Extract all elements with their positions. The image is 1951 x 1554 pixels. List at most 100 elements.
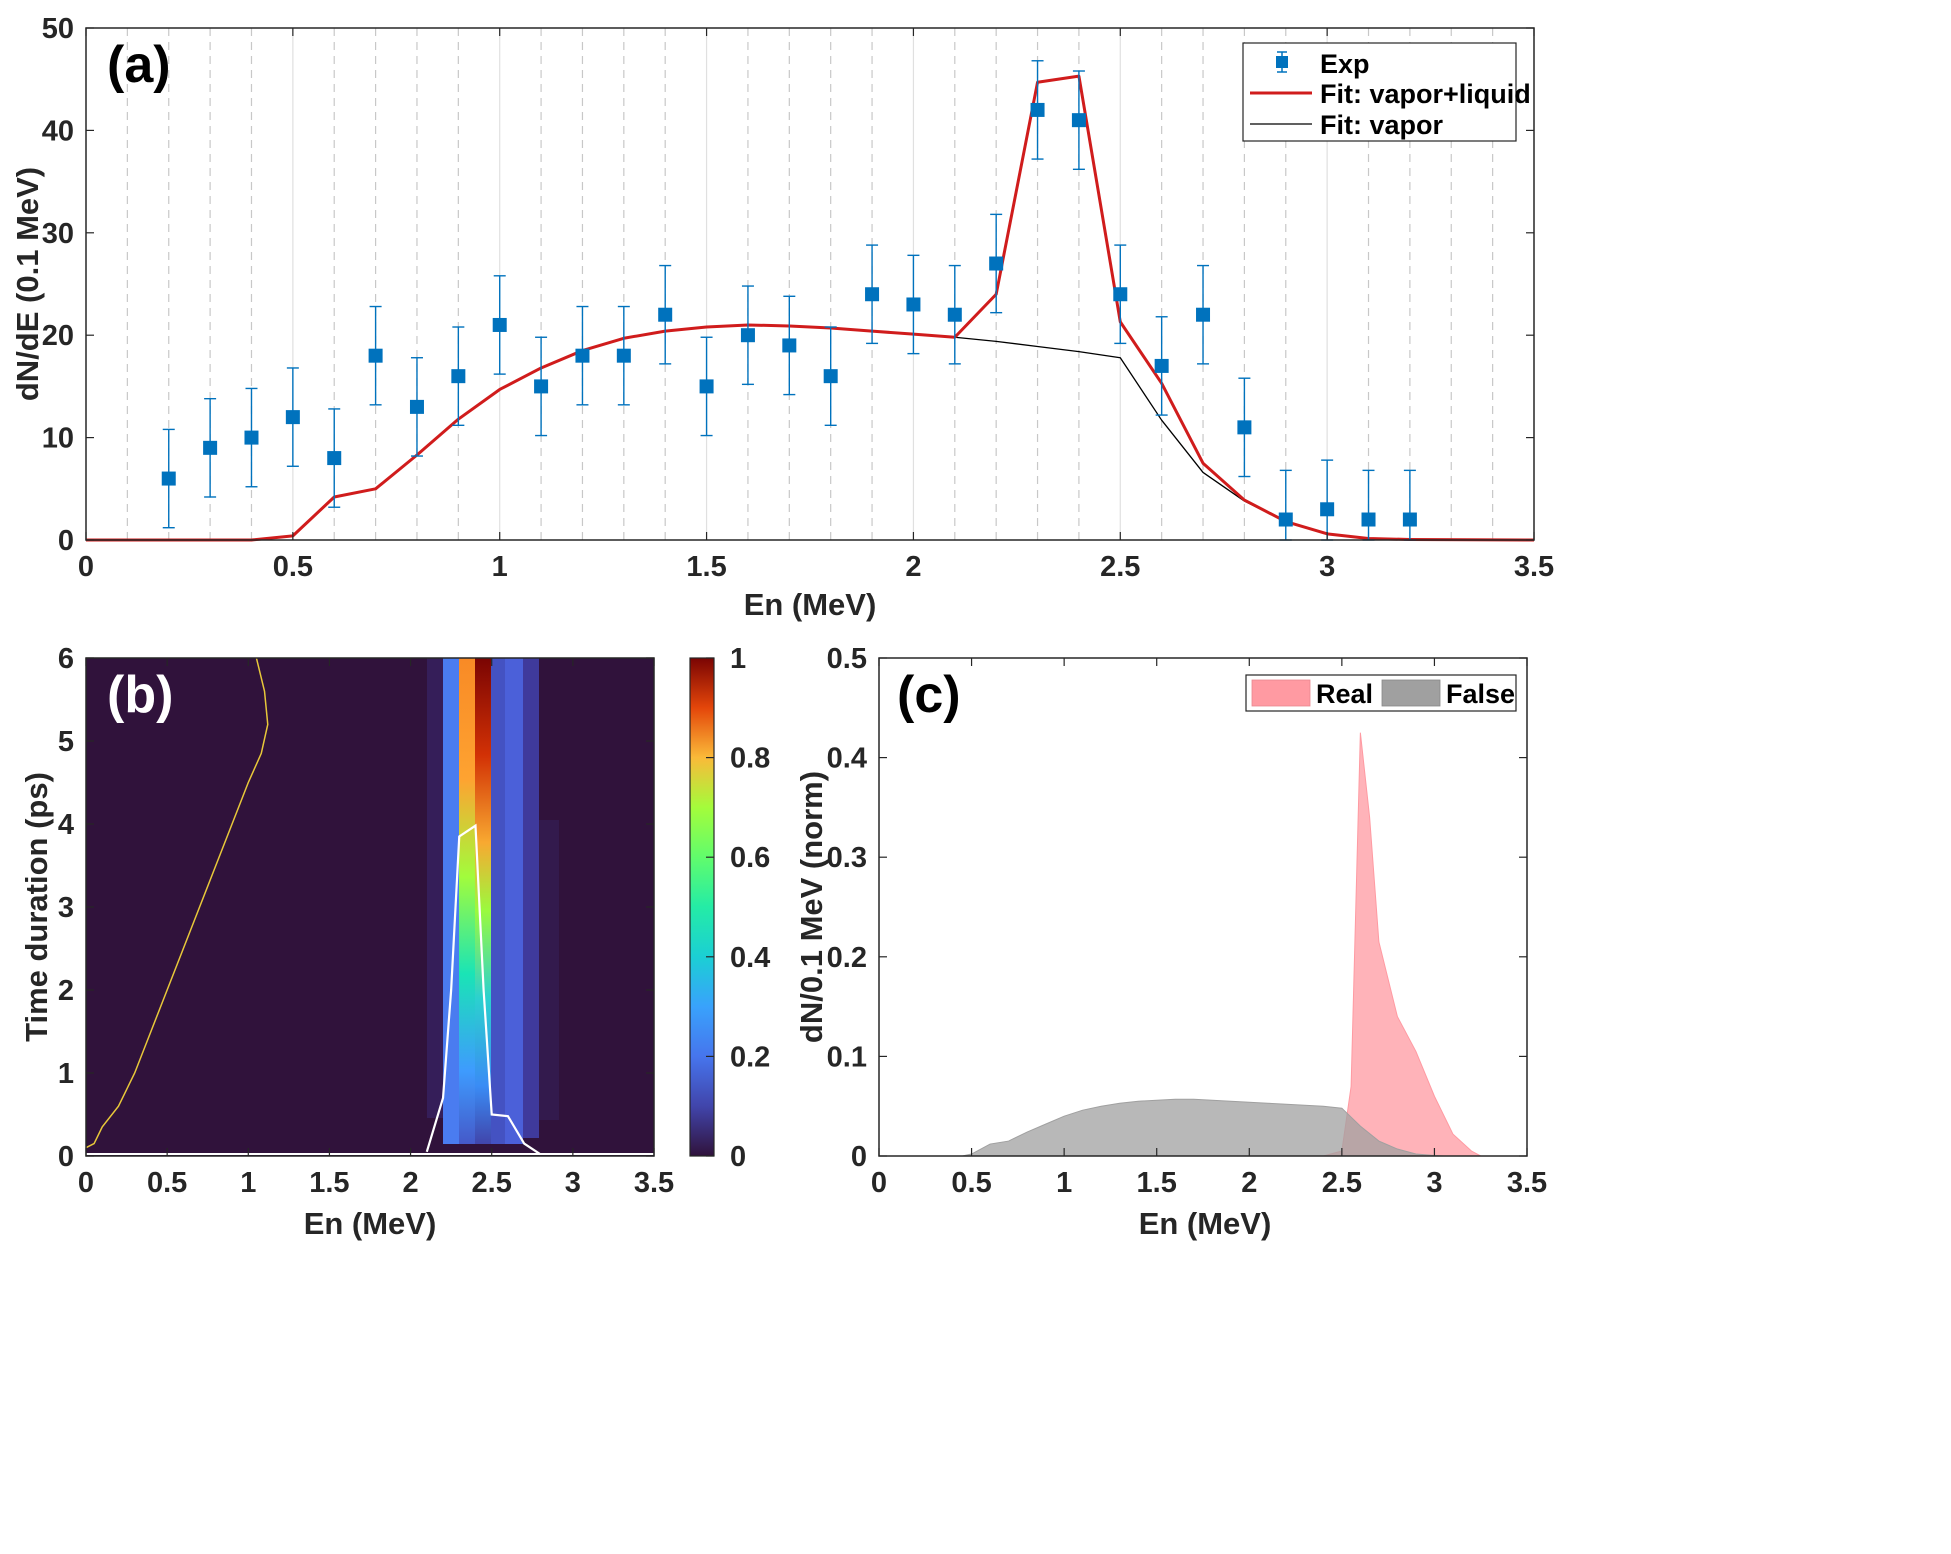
exp-point (575, 305, 590, 406)
exp-point (492, 275, 507, 375)
exp-point (1361, 469, 1376, 541)
y-tick-label: 20 (42, 320, 74, 352)
exp-marker (285, 410, 300, 425)
fit-vapor-line (86, 324, 1535, 541)
panel-b-ticks: 0 0.5 1 1.5 2 2.5 3 3.5 0 1 2 3 4 5 6 (58, 643, 674, 1199)
exp-marker (1030, 102, 1045, 117)
heatmap-column-2.8 (539, 820, 559, 1120)
exp-marker (203, 440, 218, 455)
x-tick-label: 3.5 (1514, 551, 1554, 583)
exp-point (1237, 377, 1252, 478)
exp-point (1402, 469, 1417, 541)
panel-c-ylabel: dN/0.1 MeV (norm) (794, 771, 829, 1043)
x-tick-label: 0.5 (147, 1167, 187, 1199)
x-tick-label: 2 (1241, 1167, 1257, 1199)
exp-point (989, 213, 1004, 314)
heatmap-column-2.7 (523, 658, 539, 1138)
x-tick-label: 2.5 (472, 1167, 512, 1199)
x-tick-label: 1.5 (686, 551, 726, 583)
x-tick-label: 0.5 (273, 551, 313, 583)
contour-yellow (85, 657, 269, 1149)
exp-marker (616, 348, 631, 363)
x-tick-label: 3.5 (1507, 1167, 1547, 1199)
colorbar (689, 657, 715, 1157)
heatmap-background (86, 658, 654, 1156)
exp-point (409, 357, 424, 457)
x-tick-label: 3 (565, 1167, 581, 1199)
y-tick-label: 0.1 (827, 1041, 867, 1073)
panel-b-label: (b) (107, 666, 173, 724)
exp-point (244, 387, 259, 488)
heatmap-column-2.6 (505, 658, 523, 1144)
exp-point (1113, 244, 1128, 345)
y-tick-label: 50 (42, 13, 74, 45)
x-tick-label: 0 (78, 1167, 94, 1199)
exp-marker (492, 317, 507, 332)
exp-point (1278, 469, 1293, 541)
y-tick-label: 4 (58, 809, 74, 841)
panel-b-xlabel: En (MeV) (304, 1206, 437, 1241)
heatmap-column-2.1 (427, 658, 443, 1118)
colorbar-ticks: 0 0.2 0.4 0.6 0.8 1 (706, 643, 770, 1173)
exp-point (1030, 60, 1045, 160)
legend-vapor-label: Fit: vapor (1320, 110, 1443, 140)
panel-a-ticks: 0 0.5 1 1.5 2 2.5 3 3.5 0 10 20 30 40 50 (42, 13, 1554, 583)
panel-b-ylabel: Time duration (ps) (19, 772, 54, 1042)
legend-exp-marker (1276, 51, 1288, 73)
panel-a-chart: 0 0.5 1 1.5 2 2.5 3 3.5 0 10 20 30 40 50 (a) En (MeV)… (10, 13, 1554, 622)
exp-point (616, 305, 631, 406)
panel-c-chart: 0 0.5 1 1.5 2 2.5 3 3.5 0 0.1 0.2 0.3 0.4 0.5 (c) En … (794, 643, 1547, 1241)
heatmap-cells (427, 658, 559, 1144)
exp-point (1071, 70, 1086, 171)
exp-point (658, 264, 673, 365)
contour-white (425, 823, 542, 1156)
exp-marker (740, 328, 755, 343)
colorbar-tick-label: 1 (730, 643, 746, 675)
y-tick-label: 40 (42, 115, 74, 147)
y-tick-label: 3 (58, 892, 74, 924)
x-tick-label: 1.5 (1137, 1167, 1177, 1199)
y-tick-label: 1 (58, 1058, 74, 1090)
panel-a-xlabel: En (MeV) (744, 587, 877, 622)
exp-marker (658, 307, 673, 322)
panel-a-label: (a) (107, 36, 171, 94)
x-tick-label: 3.5 (634, 1167, 674, 1199)
y-tick-label: 0 (851, 1141, 867, 1173)
x-tick-label: 3 (1426, 1167, 1442, 1199)
x-tick-label: 2.5 (1322, 1167, 1362, 1199)
x-tick-label: 1 (1056, 1167, 1072, 1199)
heatmap-column-2.3 (459, 658, 475, 1144)
exp-point (865, 244, 880, 345)
heatmap-contours (85, 657, 654, 1156)
y-tick-label: 6 (58, 643, 74, 675)
exp-point (203, 397, 218, 498)
panel-c-areas (962, 732, 1481, 1157)
legend-false-swatch (1381, 679, 1441, 707)
exp-marker (1196, 307, 1211, 322)
exp-point (947, 264, 962, 365)
exp-point (699, 336, 714, 437)
panel-a-legend: Exp Fit: vapor+liquid Fit: vapor (1242, 42, 1531, 142)
exp-marker (1154, 358, 1169, 373)
exp-marker (368, 348, 383, 363)
x-tick-label: 0.5 (951, 1167, 991, 1199)
exp-point (782, 295, 797, 396)
panel-a-axes-box (85, 27, 1535, 541)
panel-c-xlabel: En (MeV) (1139, 1206, 1272, 1241)
x-tick-label: 2 (905, 551, 921, 583)
colorbar-tick-label: 0.4 (730, 942, 770, 974)
x-tick-label: 1.5 (309, 1167, 349, 1199)
x-tick-label: 2 (403, 1167, 419, 1199)
fit-vapor-path (86, 324, 1535, 541)
x-tick-label: 0 (871, 1167, 887, 1199)
exp-point (906, 254, 921, 355)
colorbar-tick-label: 0.8 (730, 743, 770, 775)
exp-marker (823, 369, 838, 384)
y-tick-label: 0.4 (827, 743, 867, 775)
exp-points (161, 60, 1417, 541)
exp-point (451, 326, 466, 427)
y-tick-label: 10 (42, 423, 74, 455)
exp-point (823, 326, 838, 427)
panel-c-ticks: 0 0.5 1 1.5 2 2.5 3 3.5 0 0.1 0.2 0.3 0.4 0.5 (827, 643, 1547, 1199)
